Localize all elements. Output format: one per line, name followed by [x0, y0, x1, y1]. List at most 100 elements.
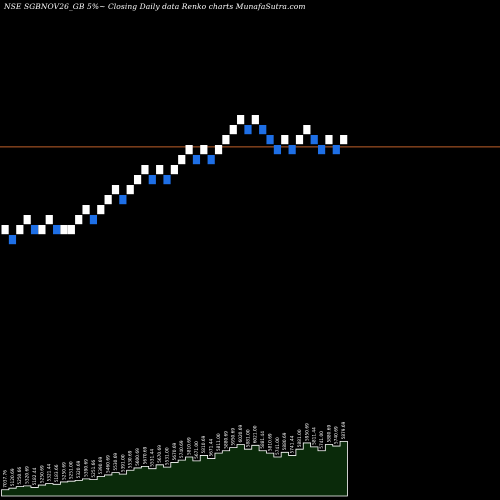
down-brick: [89, 215, 98, 225]
brick-group: [1, 115, 348, 245]
volume-label: 5531.44: [150, 449, 156, 467]
down-brick: [119, 195, 127, 205]
volume-label: 5881.00: [297, 429, 303, 447]
volume-label: 5530.69: [128, 450, 134, 468]
volume-label: 5810.69: [201, 435, 207, 453]
up-brick: [1, 225, 9, 235]
volume-label: 5741.00: [275, 437, 281, 455]
up-brick: [178, 155, 186, 165]
down-brick: [259, 125, 267, 135]
volume-label: 5460.69: [106, 455, 112, 473]
volume-area: [1, 441, 348, 497]
up-brick: [67, 225, 75, 235]
volume-label: 5183.66: [54, 464, 60, 482]
up-brick: [16, 225, 24, 235]
volume-label: 5741.44: [290, 435, 296, 453]
volume-label: 5670.69: [172, 442, 178, 460]
volume-label: 5391.00: [120, 454, 126, 472]
volume-label: 5531.00: [164, 447, 170, 465]
volume-label: 5671.44: [209, 439, 215, 457]
volume-label: 5251.66: [91, 460, 97, 478]
down-brick: [273, 145, 282, 155]
volume-label: 6021.00: [253, 425, 259, 443]
up-brick: [60, 225, 68, 235]
volume-label: 5250.66: [17, 467, 23, 485]
volume-label-group: 7037.76 5120.69 5250.66 5320.69 5182.44 5250.…: [3, 421, 348, 487]
down-brick: [310, 135, 318, 145]
volume-label: 5950.69: [304, 423, 310, 441]
volume-label: 5251.00: [69, 461, 75, 479]
up-brick: [251, 115, 259, 125]
volume-label: 5530.69: [113, 453, 119, 471]
up-brick: [170, 165, 178, 175]
volume-label: 5182.44: [32, 467, 38, 485]
down-brick: [163, 175, 171, 185]
volume-label: 5741.00: [319, 431, 325, 449]
up-brick: [82, 205, 90, 215]
up-brick: [111, 185, 120, 195]
chart-title: NSE SGBNOV26_GB 5%~ Closing Daily data R…: [4, 2, 306, 11]
volume-label: 5880.69: [223, 431, 229, 449]
volume-label: 5879.69: [341, 421, 347, 439]
up-brick: [45, 215, 53, 225]
up-brick: [126, 185, 134, 195]
volume-label: 5670.69: [157, 445, 163, 463]
up-brick: [229, 125, 237, 135]
volume-label: 5810.69: [267, 433, 273, 451]
volume-label: 5320.69: [25, 466, 31, 484]
volume-label: 5320.69: [76, 460, 82, 478]
up-brick: [295, 135, 304, 145]
up-brick: [237, 115, 245, 125]
down-brick: [53, 225, 61, 235]
up-brick: [200, 145, 208, 155]
down-brick: [288, 145, 296, 155]
down-brick: [8, 235, 17, 245]
volume-label: 5670.69: [142, 446, 148, 464]
up-brick: [185, 145, 193, 155]
down-brick: [148, 175, 156, 185]
volume-label: 5880.69: [326, 424, 332, 442]
volume-label: 5811.00: [216, 433, 222, 451]
up-brick: [97, 205, 105, 215]
volume-label: 7037.76: [3, 470, 9, 488]
down-brick: [244, 125, 252, 135]
volume-label: 5811.44: [312, 427, 318, 445]
down-brick: [207, 155, 215, 165]
volume-label: 5881.44: [260, 431, 266, 449]
up-brick: [340, 135, 348, 145]
volume-label: 5880.69: [282, 432, 288, 450]
volume-label: 5950.69: [231, 428, 237, 446]
down-brick: [192, 155, 201, 165]
volume-label: 5810.69: [187, 437, 193, 455]
up-brick: [75, 215, 83, 225]
up-brick: [281, 135, 289, 145]
volume-label: 5881.00: [245, 429, 251, 447]
down-brick: [317, 145, 326, 155]
volume-label: 5390.69: [98, 456, 104, 474]
volume-label: 5120.69: [10, 468, 16, 486]
up-brick: [303, 125, 311, 135]
up-brick: [23, 215, 31, 225]
volume-label: 5740.69: [334, 426, 340, 444]
up-brick: [214, 145, 223, 155]
volume-label: 5390.69: [83, 459, 89, 477]
volume-label: 5740.69: [179, 440, 185, 458]
up-brick: [325, 135, 333, 145]
down-brick: [266, 135, 274, 145]
up-brick: [133, 175, 142, 185]
down-brick: [30, 225, 39, 235]
volume-label: 5321.44: [47, 463, 53, 481]
volume-label: 5600.69: [135, 448, 141, 466]
up-brick: [141, 165, 149, 175]
volume-label: 5250.69: [61, 462, 67, 480]
up-brick: [156, 165, 164, 175]
up-brick: [222, 135, 230, 145]
down-brick: [332, 145, 340, 155]
volume-label: 6020.69: [238, 424, 244, 442]
volume-label: 5250.69: [39, 465, 45, 483]
up-brick: [38, 225, 46, 235]
up-brick: [104, 195, 112, 205]
volume-label: 5671.00: [194, 441, 200, 459]
